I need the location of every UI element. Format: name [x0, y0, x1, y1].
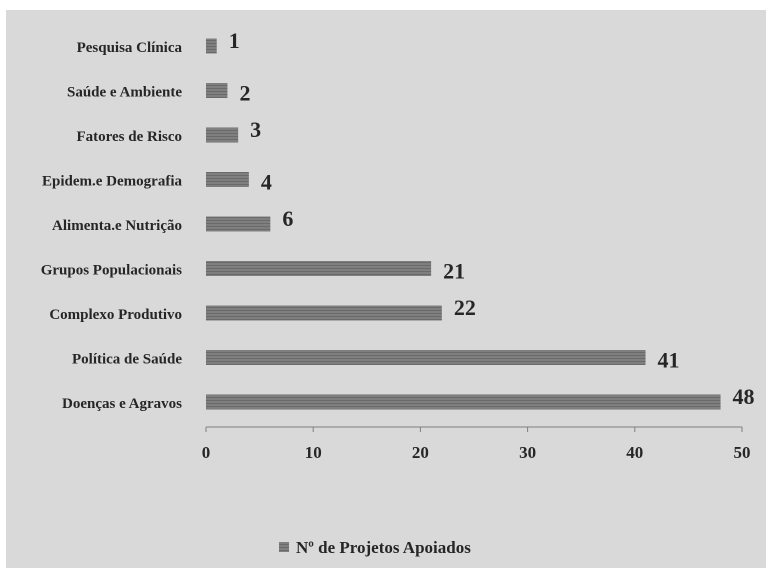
bar [206, 394, 721, 410]
value-label: 2 [239, 81, 250, 106]
bar [206, 38, 217, 54]
legend-label: Nº de Projetos Apoiados [296, 538, 471, 557]
category-label: Complexo Produtivo [49, 307, 182, 323]
bar [206, 172, 249, 187]
category-label: Epidem.e Demografia [42, 174, 182, 190]
bar [206, 261, 432, 276]
value-label: 48 [733, 384, 755, 409]
category-label: Alimenta.e Nutrição [52, 218, 182, 234]
category-label: Grupos Populacionais [41, 263, 182, 279]
x-tick-label: 20 [412, 443, 429, 462]
x-axis: 0 10 20 30 40 50 [202, 426, 751, 462]
x-tick-label: 0 [202, 443, 211, 462]
x-tick-label: 30 [519, 443, 536, 462]
bar [206, 83, 228, 98]
value-label: 4 [261, 170, 272, 195]
category-label: Política de Saúde [72, 352, 182, 368]
value-label: 22 [454, 295, 476, 320]
x-tick-label: 10 [305, 443, 322, 462]
bar [206, 305, 442, 321]
chart-area: Pesquisa Clínica 1 Saúde e Ambiente 2 Fatore… [6, 10, 766, 568]
bar-chart: Pesquisa Clínica 1 Saúde e Ambiente 2 Fatore… [41, 28, 755, 557]
value-label: 3 [250, 117, 261, 142]
bars-group: Pesquisa Clínica 1 Saúde e Ambiente 2 Fatore… [41, 28, 755, 412]
category-label: Doenças e Agravos [62, 396, 182, 412]
category-label: Saúde e Ambiente [67, 85, 182, 101]
x-tick-label: 40 [626, 443, 643, 462]
x-tick-label: 50 [734, 443, 751, 462]
category-label: Fatores de Risco [76, 129, 182, 145]
legend: Nº de Projetos Apoiados [279, 538, 471, 557]
value-label: 6 [282, 206, 293, 231]
category-label: Pesquisa Clínica [77, 40, 183, 56]
bar [206, 127, 239, 143]
bar [206, 350, 646, 365]
bar [206, 216, 271, 232]
value-label: 1 [229, 28, 240, 53]
value-label: 21 [443, 259, 465, 284]
legend-swatch [279, 542, 289, 552]
value-label: 41 [658, 348, 680, 373]
